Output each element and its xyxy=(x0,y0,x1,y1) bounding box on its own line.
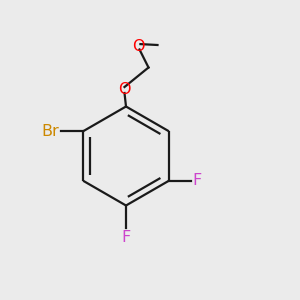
Text: O: O xyxy=(118,82,131,98)
Text: F: F xyxy=(122,230,130,245)
Text: F: F xyxy=(193,173,202,188)
Text: O: O xyxy=(132,39,144,54)
Text: Br: Br xyxy=(41,124,59,139)
